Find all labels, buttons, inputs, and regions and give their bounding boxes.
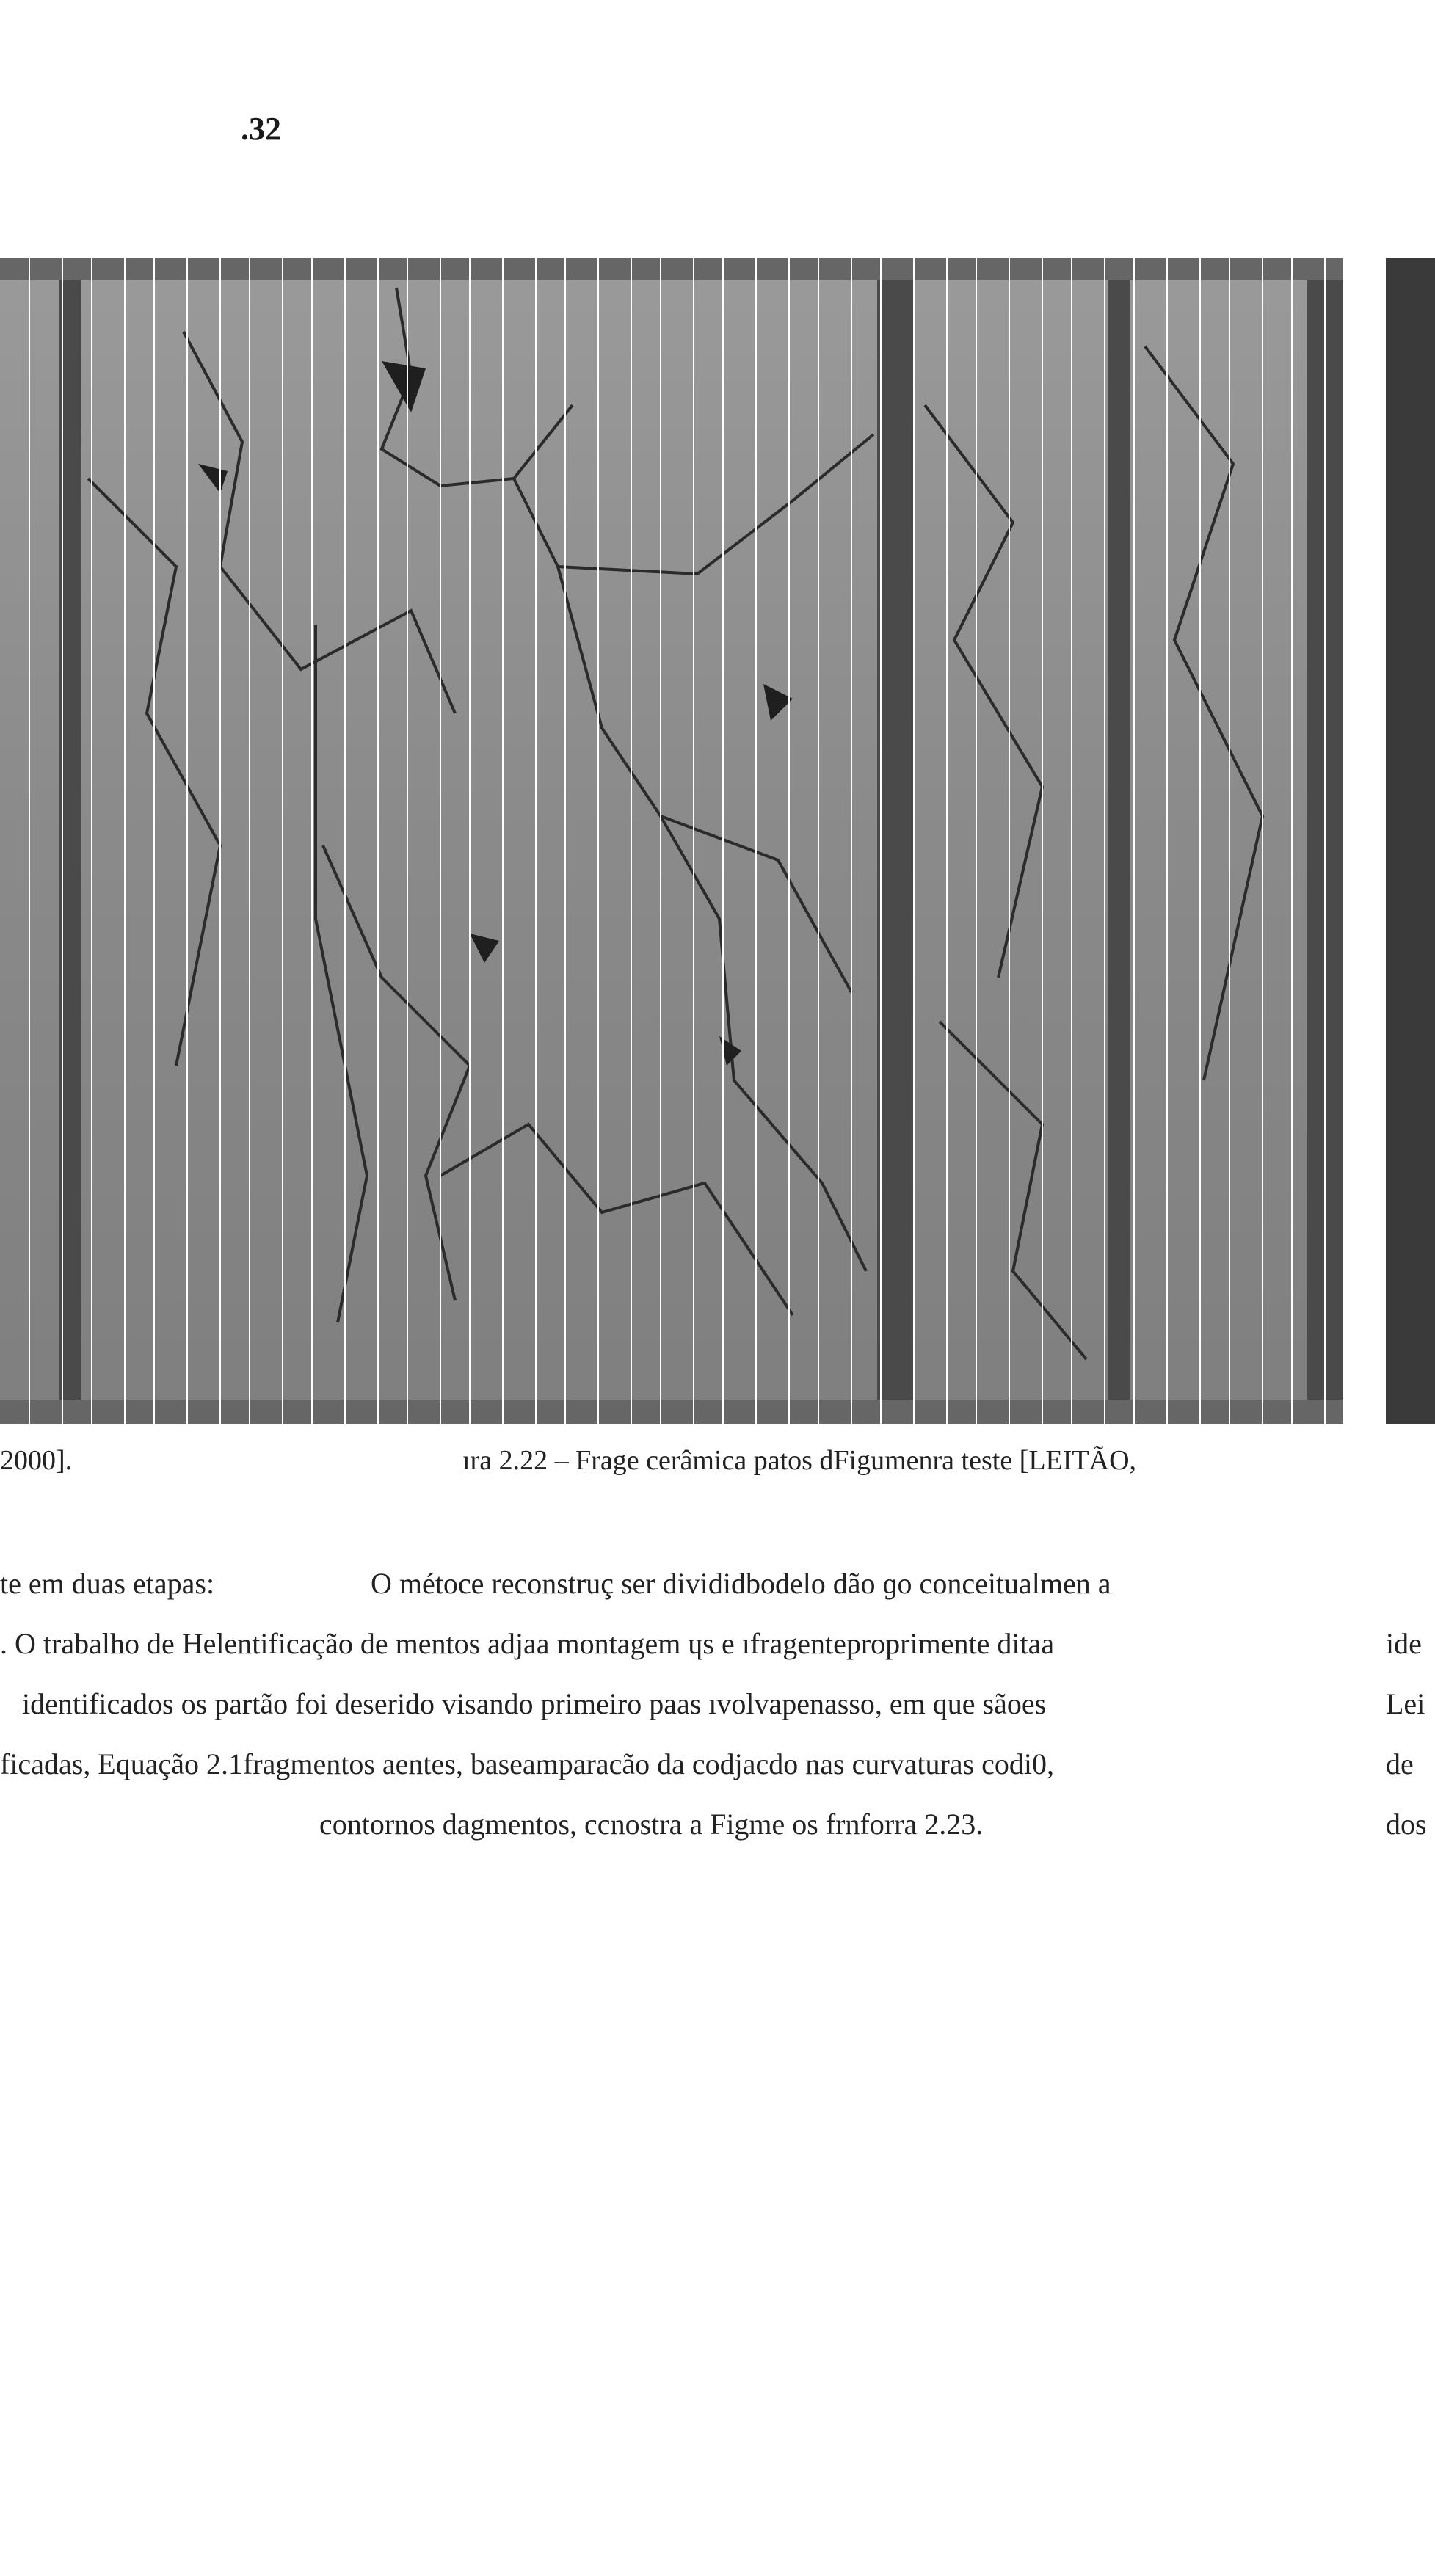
grid-lines bbox=[29, 258, 1326, 1424]
body-text-fragment: . O trabalho de Helentificação de mentos… bbox=[0, 1627, 1055, 1660]
body-text-fragment: Lei bbox=[1386, 1687, 1425, 1720]
figure-caption-left: 2000]. bbox=[0, 1445, 73, 1476]
body-text-fragment: te em duas etapas: bbox=[0, 1567, 215, 1600]
body-text-fragment: ficadas, Equação 2.1fragmentos aentes, b… bbox=[0, 1747, 1055, 1780]
body-text-line: . O trabalho de Helentificação de mentos… bbox=[0, 1626, 1435, 1663]
frame-top-bottom bbox=[0, 258, 1343, 1424]
body-text-fragment: dos bbox=[1386, 1808, 1427, 1841]
body-text-fragment: ide bbox=[1386, 1627, 1422, 1660]
body-text-fragment: contornos dagmentos, ccnostra a Figme os… bbox=[319, 1808, 984, 1841]
ceramic-fragments-figure bbox=[0, 258, 1435, 1424]
body-text-line: identificados os partão foi deserido vis… bbox=[0, 1687, 1435, 1723]
body-text-fragment: identificados os partão foi deserido vis… bbox=[22, 1687, 1047, 1720]
body-text-line: te em duas etapas: O métoce reconstruç s… bbox=[0, 1566, 1435, 1603]
page-number: .32 bbox=[241, 111, 281, 147]
body-text-line: ficadas, Equação 2.1fragmentos aentes, b… bbox=[0, 1747, 1435, 1783]
figure-caption-right: ıra 2.22 – Frage cerâmica patos dFigumen… bbox=[462, 1445, 1137, 1476]
body-text-fragment: de bbox=[1386, 1747, 1414, 1780]
body-text-fragment: O métoce reconstruç ser divididbodelo dã… bbox=[371, 1567, 1111, 1600]
body-text-line: contornos dagmentos, ccnostra a Figme os… bbox=[0, 1807, 1435, 1844]
